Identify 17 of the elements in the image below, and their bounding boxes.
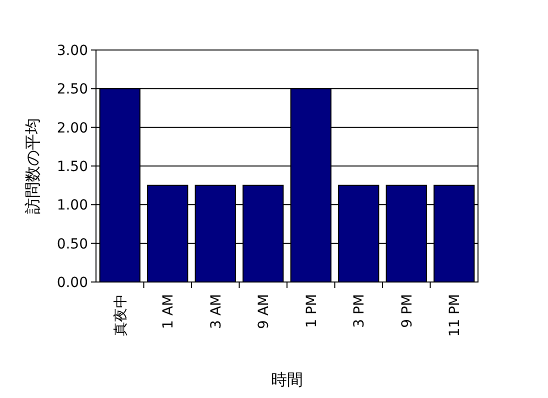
x-tick-label: 11 PM (447, 294, 464, 337)
y-axis-title: 訪問数の平均 (23, 118, 42, 214)
x-tick-label: 真夜中 (112, 294, 129, 336)
y-tick-label: 3.00 (56, 43, 88, 59)
x-axis-title: 時間 (271, 370, 303, 389)
x-tick-label: 9 AM (256, 294, 272, 330)
x-tick-label: 1 PM (304, 294, 320, 328)
y-tick-label: 1.00 (56, 198, 88, 214)
y-tick-label: 0.00 (56, 275, 88, 291)
x-tick-label: 1 AM (160, 294, 177, 330)
x-tick-label: 9 PM (399, 294, 416, 328)
x-tick-label: 3 PM (352, 294, 368, 328)
x-tick-label: 3 AM (208, 294, 224, 330)
y-tick-label: 2.00 (56, 120, 88, 136)
y-tick-label: 0.50 (56, 236, 88, 252)
y-tick-label: 2.50 (56, 82, 88, 98)
y-tick-label: 1.50 (56, 159, 88, 175)
